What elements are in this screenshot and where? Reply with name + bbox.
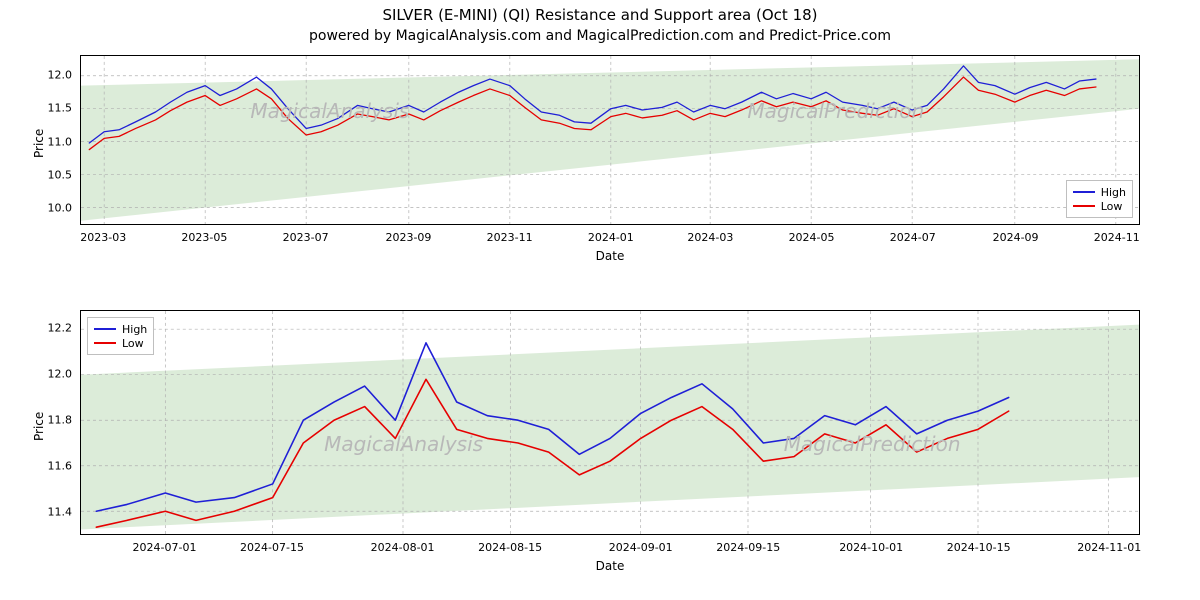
xtick-label: 2024-10-15 xyxy=(947,541,1011,554)
ytick-label: 12.2 xyxy=(42,322,72,335)
xtick-label: 2024-11 xyxy=(1094,231,1140,244)
legend-item: High xyxy=(1073,185,1126,199)
ytick-label: 11.4 xyxy=(42,506,72,519)
ytick-label: 11.0 xyxy=(42,135,72,148)
ytick-label: 12.0 xyxy=(42,368,72,381)
panel-bottom-ylabel: Price xyxy=(32,411,46,440)
xtick-label: 2023-11 xyxy=(487,231,533,244)
legend-top: HighLow xyxy=(1066,180,1133,218)
xtick-label: 2024-03 xyxy=(687,231,733,244)
panel-bottom: MagicalAnalysisMagicalPrediction HighLow xyxy=(80,310,1140,535)
xtick-label: 2024-01 xyxy=(588,231,634,244)
legend-swatch xyxy=(94,342,116,344)
legend-item: High xyxy=(94,322,147,336)
legend-label: High xyxy=(1101,186,1126,199)
panel-bottom-xlabel: Date xyxy=(80,559,1140,573)
xtick-label: 2024-09-15 xyxy=(716,541,780,554)
xtick-label: 2023-03 xyxy=(80,231,126,244)
legend-item: Low xyxy=(1073,199,1126,213)
xtick-label: 2024-08-15 xyxy=(478,541,542,554)
ytick-label: 11.5 xyxy=(42,102,72,115)
legend-item: Low xyxy=(94,336,147,350)
ytick-label: 11.8 xyxy=(42,414,72,427)
xtick-label: 2024-07-01 xyxy=(133,541,197,554)
legend-swatch xyxy=(1073,205,1095,207)
legend-swatch xyxy=(94,328,116,330)
xtick-label: 2024-11-01 xyxy=(1077,541,1141,554)
ytick-label: 10.0 xyxy=(42,202,72,215)
xtick-label: 2023-09 xyxy=(385,231,431,244)
legend-bottom: HighLow xyxy=(87,317,154,355)
legend-label: High xyxy=(122,323,147,336)
xtick-label: 2024-05 xyxy=(789,231,835,244)
chart-title: SILVER (E-MINI) (QI) Resistance and Supp… xyxy=(0,6,1200,24)
ytick-label: 10.5 xyxy=(42,169,72,182)
xtick-label: 2024-07 xyxy=(890,231,936,244)
panel-top: MagicalAnalysisMagicalPrediction HighLow xyxy=(80,55,1140,225)
xtick-label: 2023-05 xyxy=(181,231,227,244)
xtick-label: 2023-07 xyxy=(283,231,329,244)
xtick-label: 2024-09-01 xyxy=(609,541,673,554)
support-resistance-band xyxy=(81,59,1139,220)
xtick-label: 2024-09 xyxy=(993,231,1039,244)
ytick-label: 11.6 xyxy=(42,460,72,473)
figure: SILVER (E-MINI) (QI) Resistance and Supp… xyxy=(0,0,1200,600)
panel-top-xlabel: Date xyxy=(80,249,1140,263)
chart-subtitle: powered by MagicalAnalysis.com and Magic… xyxy=(0,28,1200,44)
xtick-label: 2024-08-01 xyxy=(371,541,435,554)
legend-label: Low xyxy=(122,337,144,350)
legend-swatch xyxy=(1073,191,1095,193)
ytick-label: 12.0 xyxy=(42,69,72,82)
panel-top-svg xyxy=(81,56,1139,224)
panel-bottom-svg xyxy=(81,311,1139,534)
panel-top-ylabel: Price xyxy=(32,129,46,158)
xtick-label: 2024-07-15 xyxy=(240,541,304,554)
legend-label: Low xyxy=(1101,200,1123,213)
xtick-label: 2024-10-01 xyxy=(839,541,903,554)
